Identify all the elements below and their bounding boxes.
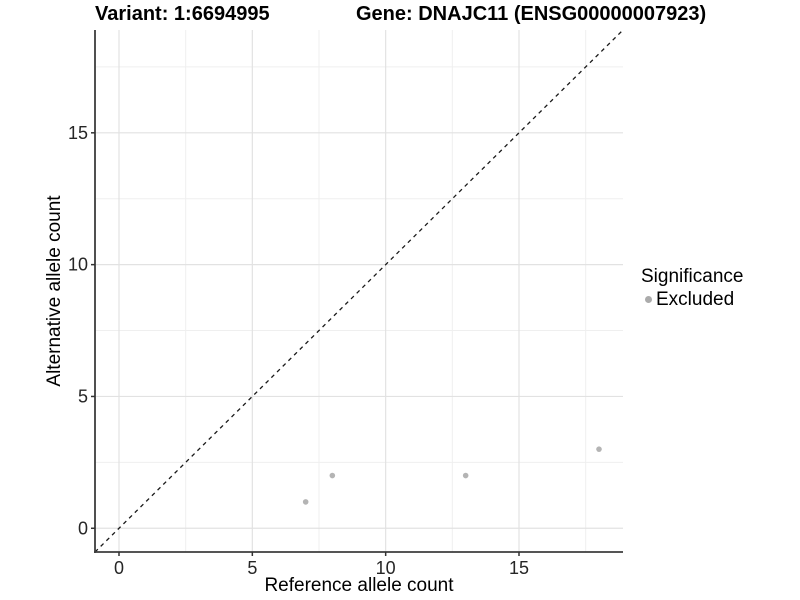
excluded-point-icon bbox=[645, 296, 652, 303]
legend: Significance Excluded bbox=[641, 266, 743, 310]
y-tick-label: 10 bbox=[68, 255, 88, 275]
x-tick-label: 15 bbox=[509, 558, 529, 578]
y-axis-title: Alternative allele count bbox=[44, 195, 65, 387]
data-point bbox=[302, 499, 309, 505]
data-point bbox=[329, 472, 336, 479]
data-point bbox=[462, 472, 469, 479]
x-tick-label: 5 bbox=[247, 558, 257, 578]
y-tick-label: 5 bbox=[78, 386, 88, 406]
legend-item-label: Excluded bbox=[656, 289, 735, 310]
variant-title: Variant: 1:6694995 bbox=[95, 3, 270, 25]
x-axis-title: Reference allele count bbox=[264, 575, 454, 596]
legend-item-excluded: Excluded bbox=[641, 289, 743, 310]
legend-title: Significance bbox=[641, 266, 744, 287]
identity-reference-line bbox=[94, 29, 624, 553]
data-point bbox=[596, 446, 602, 452]
x-tick-label: 10 bbox=[376, 558, 396, 578]
y-tick-label: 0 bbox=[78, 518, 88, 538]
gene-title: Gene: DNAJC11 (ENSG00000007923) bbox=[356, 3, 707, 25]
x-tick-label: 0 bbox=[114, 558, 124, 578]
y-tick-label: 15 bbox=[68, 123, 88, 143]
